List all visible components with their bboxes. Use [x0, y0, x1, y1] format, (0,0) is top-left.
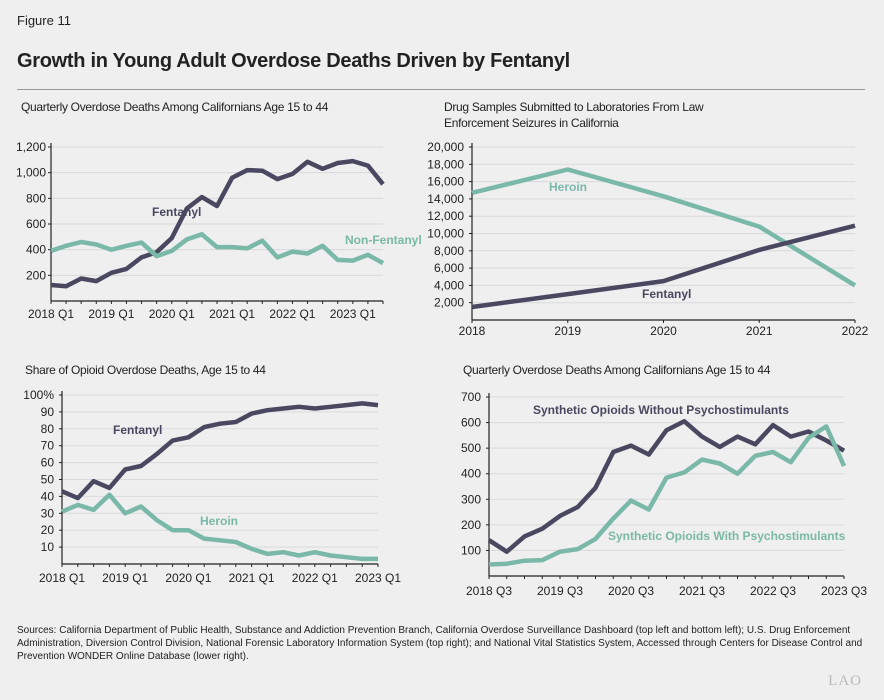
y-tick-label: 300: [461, 492, 481, 506]
y-tick-label: 1,000: [16, 166, 46, 180]
x-tick-label: 2018 Q1: [39, 571, 85, 585]
x-tick-label: 2022: [842, 324, 869, 338]
figure-label: Figure 11: [17, 13, 71, 28]
y-tick-label: 400: [461, 467, 481, 481]
y-tick-label: 80: [41, 422, 55, 436]
series-label: Non-Fentanyl: [345, 233, 422, 247]
chart-2-title: Drug Samples Submitted to Laboratories F…: [444, 100, 704, 130]
x-tick-label: 2020 Q3: [608, 584, 654, 598]
y-tick-label: 400: [26, 243, 46, 257]
x-tick-label: 2020: [650, 324, 677, 338]
y-tick-label: 50: [41, 473, 55, 487]
chart-1-title: Quarterly Overdose Deaths Among Californ…: [21, 100, 329, 114]
series-line-synthetic-opioids-with-psychostimulants: [488, 424, 847, 567]
x-tick-label: 2020 Q1: [149, 307, 195, 321]
x-tick-label: 2023 Q1: [330, 307, 376, 321]
series-line-heroin: [61, 492, 378, 562]
series-label: Heroin: [549, 180, 587, 194]
y-tick-label: 12,000: [427, 209, 464, 223]
series-label: Synthetic Opioids With Psychostimulants: [608, 529, 846, 543]
x-tick-label: 2023 Q3: [821, 584, 867, 598]
x-tick-label: 2019 Q1: [102, 571, 148, 585]
y-tick-label: 100%: [23, 388, 54, 402]
y-tick-label: 500: [461, 441, 481, 455]
x-tick-label: 2018: [459, 324, 486, 338]
x-tick-label: 2023 Q1: [355, 571, 401, 585]
title-divider: [17, 89, 865, 90]
y-tick-label: 20,000: [427, 140, 464, 154]
y-tick-label: 10,000: [427, 227, 464, 241]
series-line-heroin: [471, 167, 857, 288]
chart-4-title: Quarterly Overdose Deaths Among Californ…: [463, 363, 771, 377]
y-tick-label: 20: [41, 523, 55, 537]
series-line-fentanyl: [50, 158, 385, 289]
chart-1: 200 400 600 800 1,000 1,200 2018 Q1 2019 Q1 2020…: [16, 140, 422, 321]
y-tick-label: 14,000: [427, 192, 464, 206]
y-tick-label: 90: [41, 405, 55, 419]
y-tick-label: 200: [461, 518, 481, 532]
chart-3: 10 20 30 40 50 60 70 80 90 100% 2018 Q1 2019 Q1 2020…: [23, 388, 401, 585]
chart-2: 2,000 4,000 6,000 8,000 10,000 12,000 14,000 16…: [427, 140, 868, 338]
figure-title: Growth in Young Adult Overdose Deaths Dr…: [17, 50, 570, 72]
x-tick-label: 2021: [746, 324, 773, 338]
chart-3-title: Share of Opioid Overdose Deaths, Age 15 …: [25, 363, 266, 377]
y-tick-label: 70: [41, 439, 55, 453]
y-tick-label: 10: [41, 540, 55, 554]
x-tick-label: 2021 Q3: [679, 584, 725, 598]
y-tick-label: 18,000: [427, 157, 464, 171]
y-tick-label: 60: [41, 456, 55, 470]
y-tick-label: 4,000: [434, 278, 464, 292]
series-line-fentanyl: [471, 223, 856, 310]
y-tick-label: 100: [461, 543, 481, 557]
y-tick-label: 600: [461, 416, 481, 430]
series-line-fentanyl: [61, 401, 379, 501]
x-tick-label: 2021 Q1: [209, 307, 255, 321]
y-tick-label: 30: [41, 506, 55, 520]
x-tick-label: 2022 Q1: [269, 307, 315, 321]
y-tick-label: 40: [41, 489, 55, 503]
x-tick-label: 2019 Q3: [537, 584, 583, 598]
y-tick-label: 6,000: [434, 261, 464, 275]
y-tick-label: 200: [26, 268, 46, 282]
lao-logo: LAO: [828, 673, 862, 689]
y-tick-label: 2,000: [434, 296, 464, 310]
series-label: Fentanyl: [152, 205, 201, 219]
x-tick-label: 2018 Q3: [466, 584, 512, 598]
y-tick-label: 8,000: [434, 244, 464, 258]
y-tick-label: 1,200: [16, 140, 46, 154]
series-line-synthetic-opioids-without-psychostimulants: [487, 419, 846, 554]
y-tick-label: 16,000: [427, 175, 464, 189]
series-label: Fentanyl: [642, 287, 691, 301]
x-tick-label: 2019 Q1: [88, 307, 134, 321]
series-line-non-fentanyl: [50, 232, 385, 266]
y-tick-label: 800: [26, 191, 46, 205]
x-tick-label: 2022 Q1: [292, 571, 338, 585]
x-tick-label: 2019: [554, 324, 581, 338]
y-tick-label: 700: [461, 390, 481, 404]
sources-note: Sources: California Department of Public…: [17, 625, 863, 662]
x-tick-label: 2022 Q3: [750, 584, 796, 598]
x-tick-label: 2021 Q1: [229, 571, 275, 585]
x-tick-label: 2018 Q1: [28, 307, 74, 321]
series-label: Synthetic Opioids Without Psychostimulan…: [533, 403, 789, 417]
series-label: Heroin: [200, 514, 238, 528]
series-label: Fentanyl: [113, 423, 162, 437]
chart-4: 100 200 300 400 500 600 700 2018 Q3 2019 Q3 2020 …: [461, 390, 867, 598]
x-tick-label: 2020 Q1: [165, 571, 211, 585]
y-tick-label: 600: [26, 217, 46, 231]
